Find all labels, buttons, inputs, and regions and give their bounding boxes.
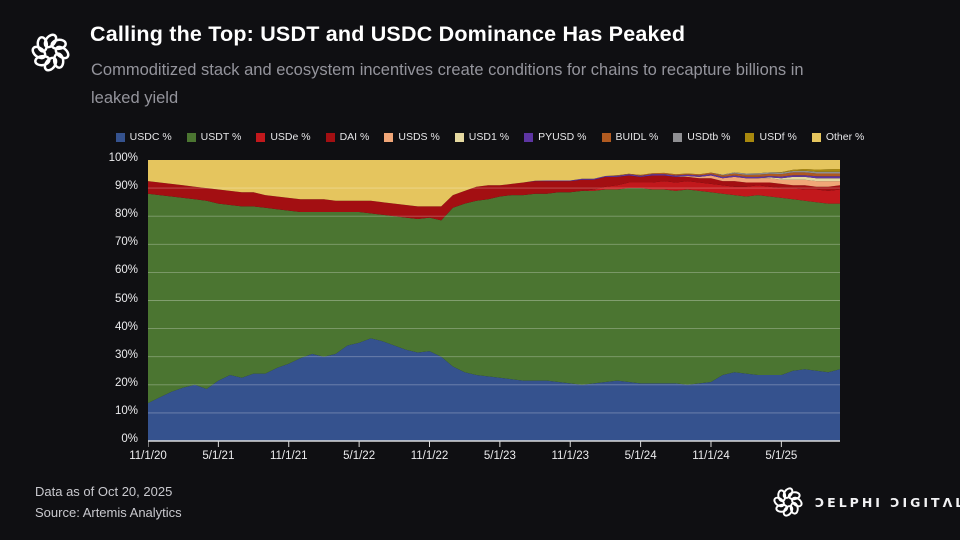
legend-color-swatch: [811, 132, 821, 142]
legend-color-swatch: [256, 132, 266, 142]
legend-label: USDC %: [129, 131, 172, 143]
brand-wordmark: ƆELPHI ƆIGITΛL: [815, 494, 960, 510]
legend-item-usdtb: USDtb %: [673, 131, 730, 143]
y-axis-label: 50%: [114, 292, 138, 305]
series-area-usdt: [148, 188, 840, 404]
legend-label: USDf %: [759, 131, 797, 143]
legend-item-usds: USDS %: [384, 131, 440, 143]
y-axis-label: 0%: [121, 433, 138, 445]
legend-color-swatch: [384, 132, 394, 142]
y-axis: 100% 90% 80% 70% 60% 50% 40% 30% 20% 10% 0%: [0, 0, 138, 540]
y-axis-label: 20%: [114, 376, 138, 389]
delphi-knot-icon: [31, 33, 70, 72]
legend-label: USDe %: [270, 131, 311, 143]
delphi-knot-icon: [773, 487, 803, 517]
brand-lockup: ƆELPHI ƆIGITΛL: [770, 484, 960, 520]
data-as-of-note: Data as of Oct 20, 2025: [35, 484, 173, 499]
series-area-pyusd: [148, 174, 840, 207]
y-axis-label: 60%: [114, 264, 138, 277]
y-axis-label: 100%: [108, 152, 138, 164]
page-title: Calling the Top: USDT and USDC Dominance…: [90, 22, 686, 46]
legend-item-usde: USDe %: [256, 131, 311, 143]
series-area-usds: [148, 175, 840, 207]
legend-label: BUIDL %: [615, 131, 659, 143]
legend-color-swatch: [673, 132, 683, 142]
legend-color-swatch: [325, 132, 335, 142]
legend-label: PYUSD %: [538, 131, 587, 143]
legend-item-usdc: USDC %: [115, 131, 172, 143]
legend-color-swatch: [524, 132, 534, 142]
legend-color-swatch: [186, 132, 196, 142]
legend-item-other: Other %: [811, 131, 865, 143]
legend-color-swatch: [745, 132, 755, 142]
y-axis-label: 10%: [114, 404, 138, 417]
legend-label: DAI %: [339, 131, 370, 143]
legend-label: USDT %: [200, 131, 242, 143]
chart-legend: USDC % USDT % USDe % DAI % USDS % USD1 % PYUSD…: [110, 131, 870, 143]
series-area-dai: [148, 175, 840, 221]
legend-item-buidl: BUIDL %: [601, 131, 659, 143]
legend-color-swatch: [454, 132, 464, 142]
page-subtitle-line1: Commoditized stack and ecosystem incenti…: [91, 61, 804, 79]
y-axis-label: 70%: [114, 236, 138, 249]
legend-item-usdf: USDf %: [745, 131, 797, 143]
legend-item-pyusd: PYUSD %: [524, 131, 587, 143]
legend-item-dai: DAI %: [325, 131, 370, 143]
stacked-area-chart: [148, 160, 840, 447]
legend-label: USD1 %: [468, 131, 510, 143]
y-axis-label: 40%: [114, 320, 138, 333]
series-area-usdc: [148, 338, 840, 441]
y-axis-label: 80%: [114, 208, 138, 221]
legend-label: USDS %: [398, 131, 440, 143]
y-axis-label: 30%: [114, 348, 138, 361]
y-axis-label: 90%: [114, 180, 138, 193]
legend-label: USDtb %: [687, 131, 731, 143]
page-subtitle-line2: leaked yield: [91, 89, 179, 107]
series-area-other: [148, 160, 840, 207]
source-note: Source: Artemis Analytics: [35, 505, 182, 520]
series-area-buidl: [148, 172, 840, 207]
legend-item-usd1: USD1 %: [454, 131, 510, 143]
legend-item-usdt: USDT %: [186, 131, 242, 143]
legend-label: Other %: [825, 131, 865, 143]
legend-color-swatch: [115, 132, 125, 142]
legend-color-swatch: [601, 132, 611, 142]
